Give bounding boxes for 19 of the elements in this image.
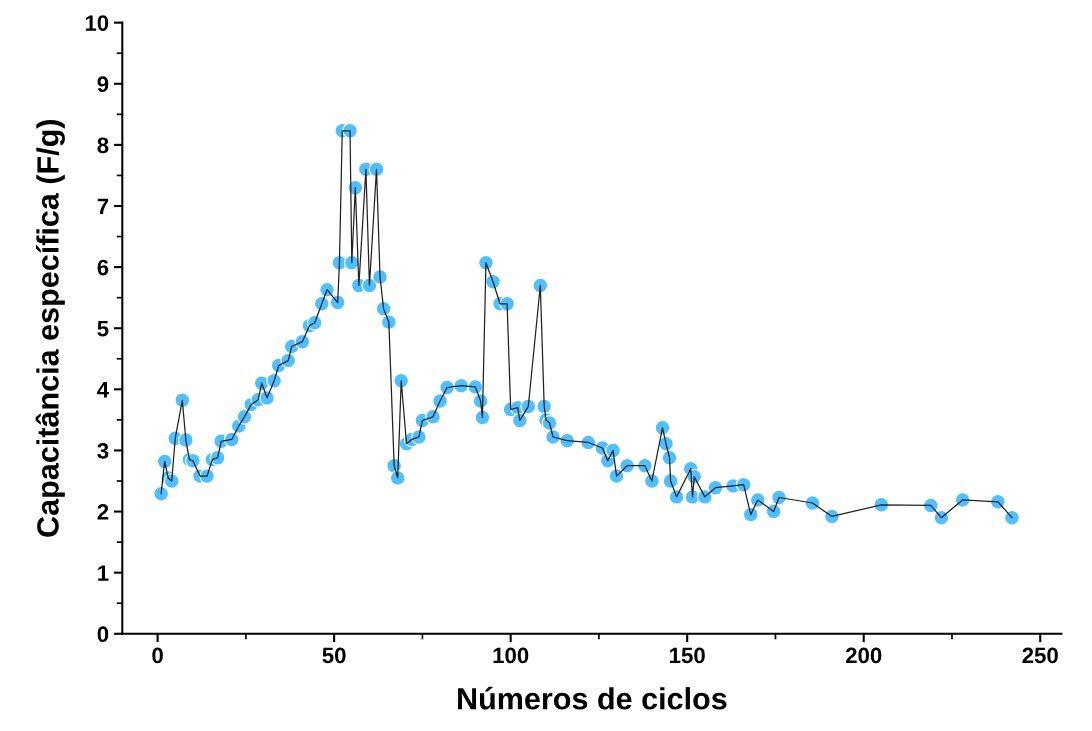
x-tick-label: 150 [670,647,705,664]
x-axis-title: Números de ciclos [458,686,727,710]
y-tick-label: 8 [97,137,109,154]
y-tick-label: 0 [97,626,109,643]
x-tick-label: 50 [322,647,346,664]
y-tick-label: 4 [97,382,109,398]
y-tick-label: 1 [98,565,109,581]
x-tick-label: 250 [1022,647,1058,664]
y-tick-label: 2 [97,504,109,520]
x-tick-label: 200 [845,647,882,664]
y-tick-label: 5 [97,320,109,337]
y-tick-label: 7 [97,198,109,215]
y-tick-label: 6 [97,259,109,276]
x-tick-label: 100 [493,647,529,664]
y-tick-label: 10 [85,15,109,31]
y-tick-label: 3 [97,442,109,459]
x-tick-label: 0 [152,647,163,664]
y-tick-label: 9 [97,76,109,93]
y-axis-title: Capacitância específica (F/g) [35,120,65,537]
